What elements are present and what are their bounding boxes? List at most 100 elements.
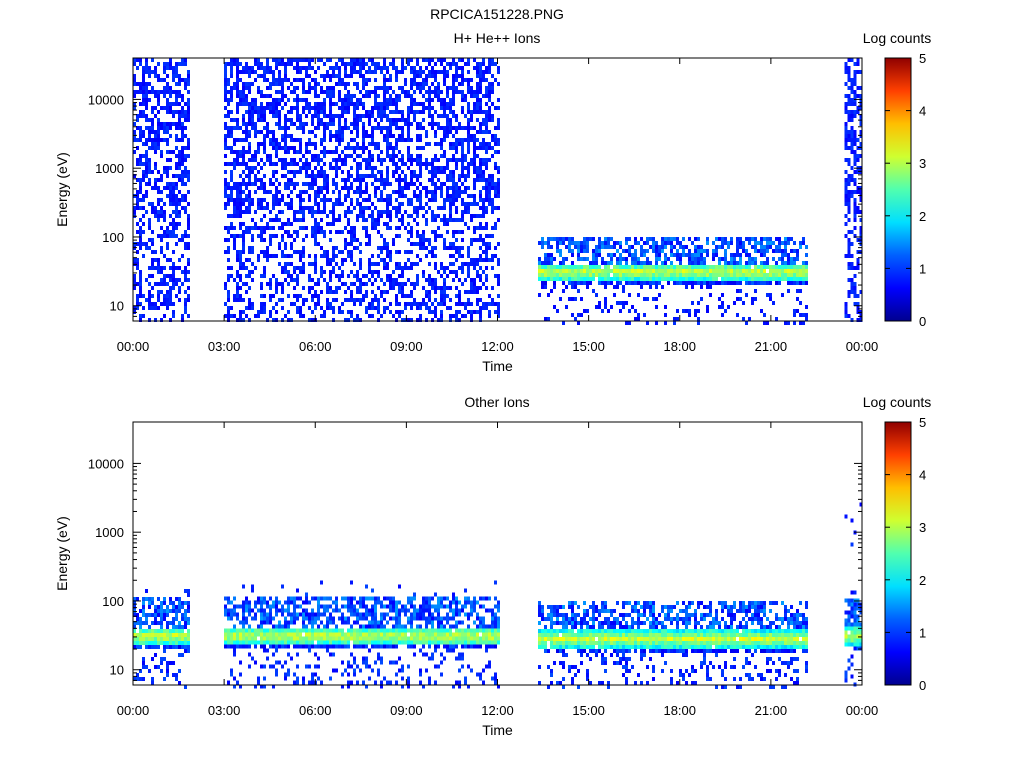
heatmap-cell bbox=[272, 98, 276, 102]
heatmap-cell bbox=[437, 214, 441, 218]
heatmap-cell bbox=[356, 270, 360, 274]
heatmap-cell bbox=[401, 66, 405, 70]
heatmap-cell bbox=[142, 194, 145, 198]
heatmap-cell bbox=[446, 62, 450, 66]
heatmap-cell bbox=[631, 245, 634, 249]
heatmap-cell bbox=[766, 249, 769, 253]
heatmap-cell bbox=[401, 186, 405, 190]
heatmap-cell bbox=[859, 142, 863, 146]
heatmap-cell bbox=[700, 297, 703, 301]
heatmap-cell bbox=[458, 310, 462, 314]
heatmap-cell bbox=[538, 277, 541, 281]
heatmap-cell bbox=[410, 94, 414, 98]
heatmap-cell bbox=[236, 234, 240, 238]
heatmap-cell bbox=[778, 249, 781, 253]
heatmap-cell bbox=[544, 241, 547, 245]
heatmap-cell bbox=[184, 270, 187, 274]
heatmap-cell bbox=[145, 612, 148, 617]
heatmap-cell bbox=[311, 170, 315, 174]
heatmap-cell bbox=[467, 146, 471, 150]
heatmap-cell bbox=[398, 262, 402, 266]
heatmap-cell bbox=[787, 289, 790, 293]
heatmap-cell bbox=[383, 242, 387, 246]
heatmap-cell bbox=[374, 106, 378, 110]
heatmap-cell bbox=[365, 242, 369, 246]
heatmap-cell bbox=[230, 214, 234, 218]
heatmap-cell bbox=[470, 262, 474, 266]
heatmap-cell bbox=[323, 174, 327, 178]
heatmap-cell bbox=[485, 226, 489, 230]
heatmap-cell bbox=[601, 241, 604, 245]
heatmap-cell bbox=[844, 214, 848, 218]
heatmap-cell bbox=[383, 138, 387, 142]
heatmap-cell bbox=[272, 234, 276, 238]
y-tick-label: 100 bbox=[102, 230, 124, 245]
heatmap-cell bbox=[494, 186, 498, 190]
heatmap-cell bbox=[434, 78, 438, 82]
heatmap-cell bbox=[287, 146, 291, 150]
heatmap-cell bbox=[416, 74, 420, 78]
heatmap-cell bbox=[368, 262, 372, 266]
heatmap-cell bbox=[284, 118, 288, 122]
heatmap-cell bbox=[479, 130, 483, 134]
heatmap-cell bbox=[154, 258, 157, 262]
heatmap-cell bbox=[452, 62, 456, 66]
heatmap-cell bbox=[272, 254, 276, 258]
heatmap-cell bbox=[368, 206, 372, 210]
heatmap-cell bbox=[404, 294, 408, 298]
heatmap-cell bbox=[440, 126, 444, 130]
heatmap-cell bbox=[392, 110, 396, 114]
heatmap-cell bbox=[230, 162, 234, 166]
heatmap-cell bbox=[184, 146, 187, 150]
heatmap-cell bbox=[248, 122, 252, 126]
heatmap-cell bbox=[359, 174, 363, 178]
heatmap-cell bbox=[553, 273, 556, 277]
heatmap-cell bbox=[389, 182, 393, 186]
heatmap-cell bbox=[377, 302, 381, 306]
heatmap-cell bbox=[682, 277, 685, 281]
heatmap-cell bbox=[374, 226, 378, 230]
heatmap-cell bbox=[350, 298, 354, 302]
heatmap-cell bbox=[347, 74, 351, 78]
heatmap-cell bbox=[383, 186, 387, 190]
heatmap-cell bbox=[154, 318, 157, 322]
heatmap-cell bbox=[242, 86, 246, 90]
heatmap-cell bbox=[299, 218, 303, 222]
heatmap-cell bbox=[844, 110, 848, 114]
heatmap-cell bbox=[383, 110, 387, 114]
heatmap-cell bbox=[278, 110, 282, 114]
heatmap-cell bbox=[148, 604, 151, 609]
heatmap-cell bbox=[733, 277, 736, 281]
x-tick-label: 09:00 bbox=[390, 339, 423, 354]
heatmap-cell bbox=[272, 82, 276, 86]
heatmap-cell bbox=[622, 269, 625, 273]
heatmap-cell bbox=[652, 273, 655, 277]
heatmap-cell bbox=[577, 281, 580, 285]
heatmap-cells bbox=[133, 58, 863, 325]
heatmap-cell bbox=[371, 182, 375, 186]
heatmap-cell bbox=[793, 269, 796, 273]
heatmap-cell bbox=[374, 262, 378, 266]
heatmap-cell bbox=[422, 102, 426, 106]
heatmap-cell bbox=[437, 178, 441, 182]
heatmap-cell bbox=[386, 126, 390, 130]
heatmap-cell bbox=[248, 134, 252, 138]
heatmap-cell bbox=[311, 234, 315, 238]
heatmap-cell bbox=[464, 314, 468, 318]
heatmap-cell bbox=[461, 182, 465, 186]
heatmap-cell bbox=[485, 146, 489, 150]
heatmap-cell bbox=[655, 273, 658, 277]
heatmap-cell bbox=[317, 222, 321, 226]
heatmap-cell bbox=[488, 294, 492, 298]
heatmap-cell bbox=[434, 186, 438, 190]
heatmap-cell bbox=[311, 78, 315, 82]
heatmap-cell bbox=[407, 278, 411, 282]
heatmap-cell bbox=[157, 90, 160, 94]
heatmap-cell bbox=[727, 245, 730, 249]
heatmap-cell bbox=[278, 58, 282, 62]
heatmap-cell bbox=[434, 142, 438, 146]
heatmap-cell bbox=[317, 186, 321, 190]
heatmap-cell bbox=[175, 194, 178, 198]
heatmap-cell bbox=[685, 273, 688, 277]
heatmap-cell bbox=[488, 158, 492, 162]
